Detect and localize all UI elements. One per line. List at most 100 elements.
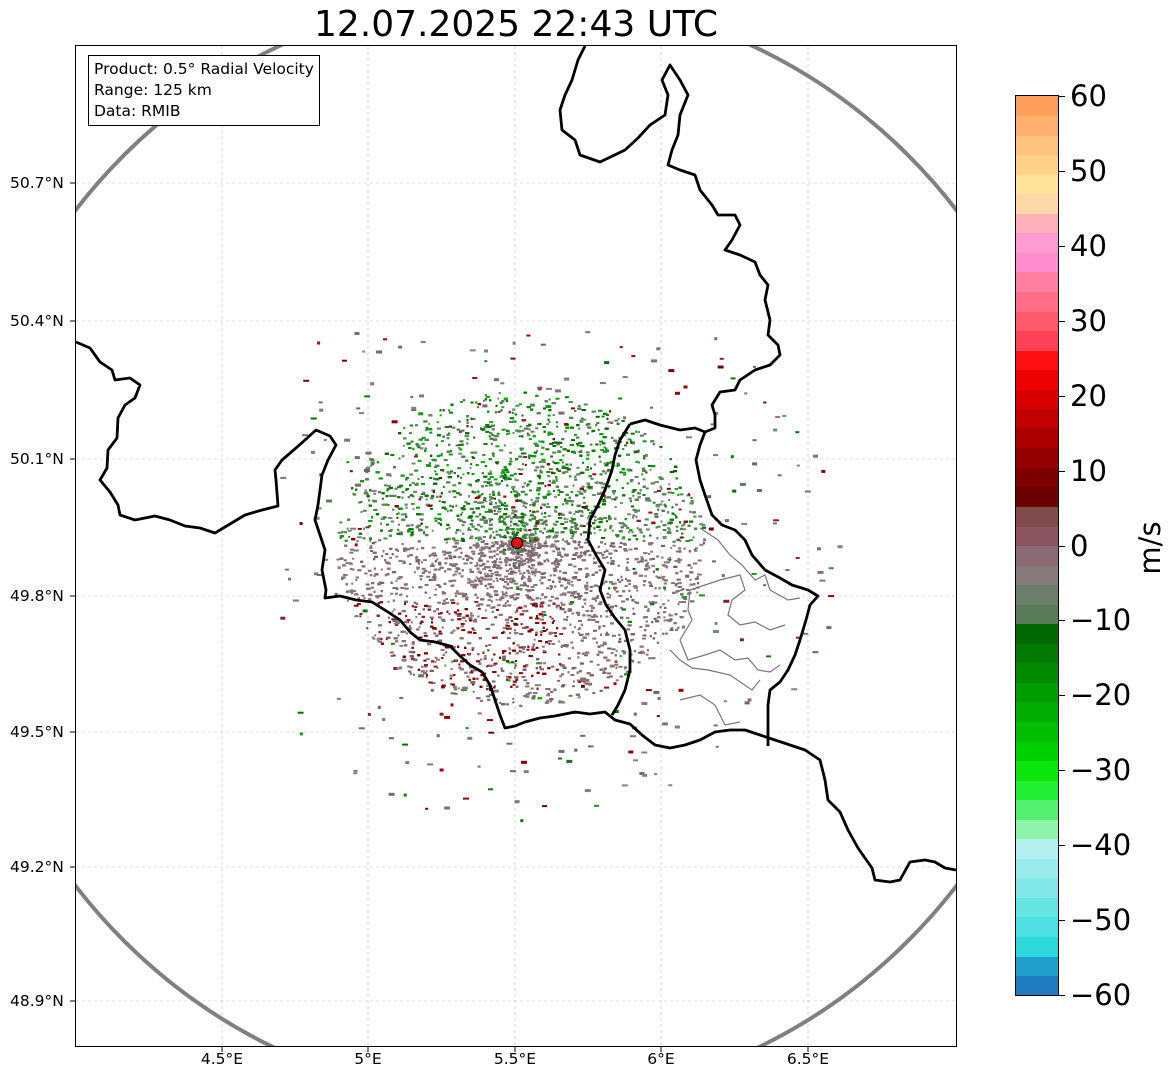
colorbar-segment (1016, 271, 1058, 293)
colorbar-tick (1059, 695, 1065, 697)
map-title: 12.07.2025 22:43 UTC (313, 4, 719, 45)
colorbar-segment (1016, 389, 1058, 410)
colorbar-tick (1059, 995, 1065, 996)
colorbar-tick-label: −40 (1070, 828, 1132, 863)
lat-label: 48.9°N (10, 992, 64, 1010)
colorbar-segment (1016, 115, 1058, 136)
colorbar-tick-label: −30 (1070, 753, 1132, 788)
colorbar-segment (1016, 525, 1058, 547)
colorbar-tick (1059, 545, 1065, 547)
lon-label: 6.5°E (786, 1050, 830, 1068)
colorbar-segment (1016, 330, 1058, 351)
colorbar-segment (1016, 310, 1058, 332)
colorbar-segment (1016, 721, 1058, 742)
colorbar-segment (1016, 232, 1058, 253)
lat-label: 50.1°N (10, 450, 64, 468)
colorbar-segment (1016, 486, 1058, 507)
colorbar-segment (1016, 193, 1058, 214)
colorbar-tick-label: 0 (1070, 528, 1089, 563)
lon-label: 4.5°E (200, 1050, 244, 1068)
colorbar-tick (1059, 395, 1065, 397)
country-borders-mid (629, 418, 706, 434)
radar-echoes (280, 331, 843, 823)
lat-label: 49.8°N (10, 587, 64, 605)
colorbar-tick (1059, 470, 1065, 472)
colorbar-segment (1016, 975, 1058, 995)
colorbar-segment (1016, 760, 1058, 781)
colorbar-segment (1016, 623, 1058, 644)
colorbar-tick-label: 60 (1070, 79, 1107, 113)
colorbar-segment (1016, 604, 1058, 625)
colorbar-segment (1016, 252, 1058, 273)
colorbar-segment (1016, 565, 1058, 586)
colorbar-segment (1016, 780, 1058, 801)
colorbar-segment (1016, 96, 1058, 117)
lat-label: 49.5°N (10, 723, 64, 741)
colorbar-tick-label: −10 (1070, 603, 1132, 638)
lat-label: 49.2°N (10, 858, 64, 876)
colorbar-tick (1059, 96, 1065, 97)
colorbar-segment (1016, 135, 1058, 156)
axis-ticks (70, 182, 809, 1052)
lon-label: 5°E (354, 1050, 382, 1068)
colorbar-tick (1059, 320, 1065, 322)
country-borders (76, 340, 956, 884)
lon-label: 5.5°E (493, 1050, 537, 1068)
country-borders-east (558, 46, 820, 746)
map-plot-area (76, 46, 956, 1046)
colorbar-tick-label: 30 (1070, 303, 1107, 338)
colorbar-segment (1016, 799, 1058, 820)
colorbar-segment (1016, 819, 1058, 840)
colorbar-tick (1059, 620, 1065, 622)
colorbar-tick (1059, 770, 1065, 772)
product-label: Product: 0.5° Radial Velocity (94, 60, 314, 78)
colorbar-tick (1059, 920, 1065, 922)
colorbar-segment (1016, 643, 1058, 664)
colorbar-unit: m/s (1133, 521, 1167, 575)
colorbar-segment (1016, 682, 1058, 703)
colorbar-tick-label: 20 (1070, 378, 1107, 413)
colorbar-segment (1016, 291, 1058, 312)
colorbar-segment (1016, 506, 1058, 527)
colorbar-tick-label: −20 (1070, 678, 1132, 713)
axes-frame (75, 45, 957, 1047)
colorbar-segment (1016, 213, 1058, 234)
range-label: Range: 125 km (94, 81, 212, 99)
colorbar-segment (1016, 858, 1058, 879)
colorbar-segment (1016, 877, 1058, 898)
colorbar-segment (1016, 897, 1058, 918)
colorbar-segment (1016, 428, 1058, 449)
colorbar-tick-label: 10 (1070, 453, 1107, 488)
lat-label: 50.4°N (10, 312, 64, 330)
colorbar-segment (1016, 174, 1058, 195)
data-source-label: Data: RMIB (94, 102, 181, 120)
colorbar-segment (1016, 740, 1058, 762)
colorbar-tick (1059, 170, 1065, 172)
colorbar-tick (1059, 245, 1065, 247)
lat-label: 50.7°N (10, 174, 64, 192)
colorbar-segment (1016, 350, 1058, 371)
colorbar-segment (1016, 936, 1058, 957)
colorbar-segment (1016, 369, 1058, 390)
internal-borders (669, 527, 801, 726)
colorbar-segment (1016, 154, 1058, 175)
colorbar-segment (1016, 838, 1058, 859)
colorbar-tick-label: −60 (1070, 978, 1132, 1012)
colorbar-tick (1059, 845, 1065, 847)
colorbar-segment (1016, 916, 1058, 937)
colorbar-segment (1016, 467, 1058, 488)
colorbar-tick-label: −50 (1070, 903, 1132, 938)
colorbar (1015, 95, 1059, 996)
colorbar-segment (1016, 545, 1058, 566)
lon-label: 6°E (647, 1050, 675, 1068)
colorbar-segment (1016, 408, 1058, 429)
colorbar-tick-label: 40 (1070, 228, 1107, 263)
colorbar-tick-label: 50 (1070, 153, 1107, 188)
colorbar-segment (1016, 701, 1058, 722)
colorbar-segment (1016, 955, 1058, 977)
product-info-box: Product: 0.5° Radial Velocity Range: 125… (88, 55, 320, 126)
colorbar-segment (1016, 447, 1058, 468)
colorbar-segment (1016, 584, 1058, 605)
colorbar-segment (1016, 662, 1058, 683)
